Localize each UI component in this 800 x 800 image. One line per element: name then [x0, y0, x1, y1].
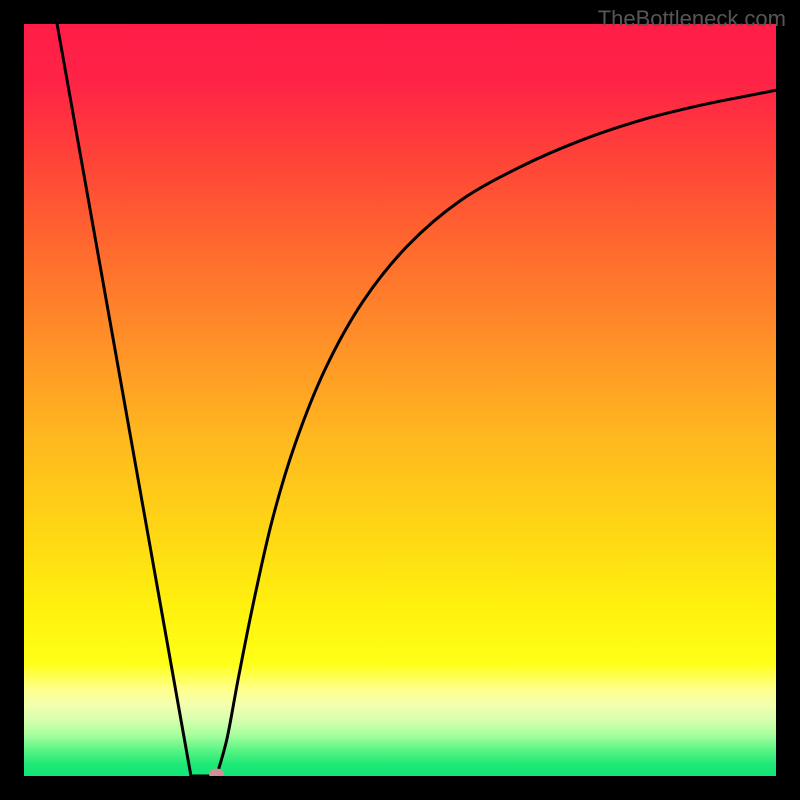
- plot-background: [24, 24, 776, 776]
- watermark-label: TheBottleneck.com: [598, 6, 786, 32]
- chart-svg: [0, 0, 800, 800]
- chart-stage: TheBottleneck.com: [0, 0, 800, 800]
